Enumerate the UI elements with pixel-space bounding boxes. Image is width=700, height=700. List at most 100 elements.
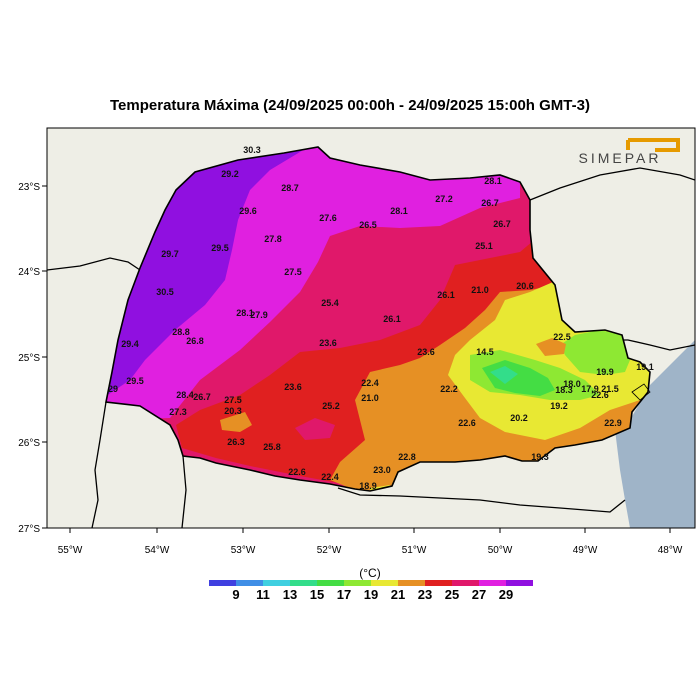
station-value-label: 23.6: [319, 338, 337, 348]
station-value-label: 27.9: [250, 310, 268, 320]
station-value-label: 28.1: [484, 176, 502, 186]
station-value-label: 20.2: [510, 413, 528, 423]
station-value-label: 18.3: [555, 385, 573, 395]
state-border: [529, 167, 695, 201]
colorbar-segment: [209, 580, 236, 586]
station-value-label: 23.0: [373, 465, 391, 475]
colorbar-segment: [452, 580, 479, 586]
colorbar-segment: [425, 580, 452, 586]
station-value-label: 28.1: [236, 308, 254, 318]
colorbar-segment: [236, 580, 263, 586]
station-value-label: 28.1: [390, 206, 408, 216]
station-value-label: 26.1: [383, 314, 401, 324]
station-value-label: 23.6: [417, 347, 435, 357]
zone-25-27: [295, 418, 335, 440]
lon-tick-label: 52°W: [317, 545, 342, 556]
station-value-label: 22.4: [321, 472, 339, 482]
colorbar-label: 15: [310, 587, 324, 602]
station-value-label: 19.1: [636, 362, 654, 372]
lon-tick-label: 48°W: [658, 545, 683, 556]
colorbar: 9 11 13 15 17 19 21 23 25 27 29: [209, 580, 533, 602]
station-value-label: 22.9: [604, 418, 622, 428]
station-value-label: 22.4: [361, 378, 379, 388]
lat-tick-label: 27°S: [18, 524, 40, 535]
colorbar-label: 13: [283, 587, 297, 602]
lat-tick-label: 23°S: [18, 182, 40, 193]
station-value-label: 23.6: [284, 382, 302, 392]
station-value-label: 26.8: [186, 336, 204, 346]
colorbar-segment: [263, 580, 290, 586]
station-value-label: 22.8: [398, 452, 416, 462]
station-value-label: 21.0: [361, 393, 379, 403]
station-value-label: 25.2: [322, 401, 340, 411]
station-value-label: 27.8: [264, 234, 282, 244]
colorbar-segment: [371, 580, 398, 586]
station-value-label: 17.9: [581, 384, 599, 394]
country-border: [181, 455, 187, 528]
station-value-label: 29.5: [211, 243, 229, 253]
station-value-label: 30.3: [243, 145, 261, 155]
lat-tick-label: 24°S: [18, 267, 40, 278]
colorbar-label: 21: [391, 587, 405, 602]
station-value-label: 27.5: [284, 267, 302, 277]
map-title: Temperatura Máxima (24/09/2025 00:00h - …: [110, 97, 590, 114]
zone-17-19: [560, 330, 630, 375]
map-frame: [46, 127, 696, 529]
station-labels: 30.3 29.2 28.7 29.6 27.6 28.1 27.2 28.1 26.7 26.5…: [108, 145, 654, 491]
colorbar-label: 23: [418, 587, 432, 602]
station-value-label: 26.7: [481, 198, 499, 208]
station-value-label: 22.6: [591, 390, 609, 400]
station-value-label: 19.3: [531, 452, 549, 462]
station-value-label: 21.5: [601, 384, 619, 394]
colorbar-label: 25: [445, 587, 459, 602]
lon-tick-label: 54°W: [145, 545, 170, 556]
station-value-label: 27.6: [319, 213, 337, 223]
colorbar-segment: [344, 580, 371, 586]
colorbar-label: 29: [499, 587, 513, 602]
lat-tick-label: 25°S: [18, 353, 40, 364]
station-value-label: 29.5: [126, 376, 144, 386]
station-value-label: 26.3: [227, 437, 245, 447]
axis-ticks: 55°W 54°W 53°W 52°W 51°W 50°W 49°W 48°W 23°S 24°S…: [18, 182, 683, 556]
station-value-label: 25.1: [475, 241, 493, 251]
colorbar-label: 19: [364, 587, 378, 602]
colorbar-segment: [290, 580, 317, 586]
station-value-label: 27.3: [169, 407, 187, 417]
colorbar-segment: [398, 580, 425, 586]
colorbar-label: 17: [337, 587, 351, 602]
state-border: [337, 487, 626, 513]
lon-tick-label: 55°W: [58, 545, 83, 556]
lon-tick-label: 50°W: [488, 545, 513, 556]
colorbar-unit: (°C): [359, 566, 380, 580]
station-value-label: 26.7: [193, 392, 211, 402]
station-value-label: 18.9: [359, 481, 377, 491]
station-value-label: 29: [108, 384, 118, 394]
logo-text: SIMEPAR: [579, 150, 662, 166]
zone-21-23: [220, 412, 252, 432]
station-value-label: 28.8: [172, 327, 190, 337]
station-value-label: 30.5: [156, 287, 174, 297]
station-value-label: 20.3: [224, 406, 242, 416]
station-value-label: 20.6: [516, 281, 534, 291]
parana-border: [105, 146, 651, 492]
station-value-label: 29.4: [121, 339, 139, 349]
country-border: [91, 401, 107, 528]
ocean: [615, 340, 695, 528]
lon-tick-label: 49°W: [573, 545, 598, 556]
lat-tick-label: 26°S: [18, 438, 40, 449]
station-value-label: 26.1: [437, 290, 455, 300]
station-value-label: 22.6: [288, 467, 306, 477]
colorbar-label: 27: [472, 587, 486, 602]
simepar-logo: SIMEPAR: [579, 138, 680, 166]
station-value-label: 27.5: [224, 395, 242, 405]
station-value-label: 29.7: [161, 249, 179, 259]
station-value-label: 19.2: [550, 401, 568, 411]
colorbar-label: 9: [232, 587, 239, 602]
station-value-label: 29.2: [221, 169, 239, 179]
station-value-label: 26.5: [359, 220, 377, 230]
station-value-label: 28.7: [281, 183, 299, 193]
station-value-label: 25.8: [263, 442, 281, 452]
station-value-label: 18.0: [563, 379, 581, 389]
colorbar-segment: [506, 580, 533, 586]
